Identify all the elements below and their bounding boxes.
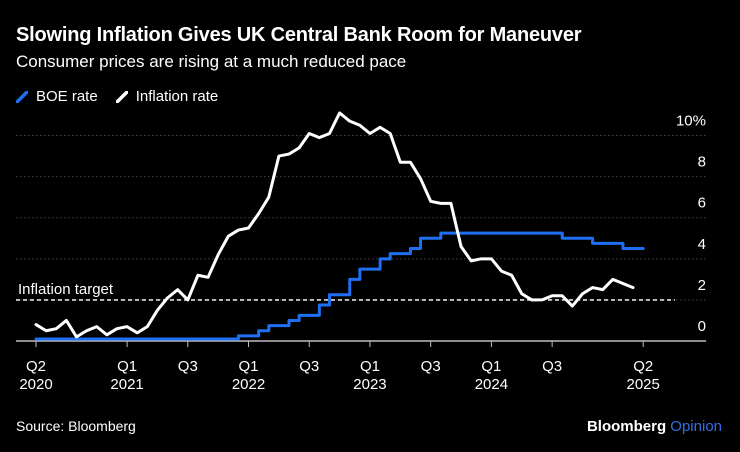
x-tick-label: Q3 (178, 358, 198, 375)
inflation-target-label: Inflation target (18, 281, 114, 298)
x-tick-label-year: 2022 (232, 376, 265, 393)
y-tick-label: 8 (698, 154, 706, 171)
x-tick-label: Q2 (26, 358, 46, 375)
x-tick-label: Q1 (239, 358, 259, 375)
legend-label-inflation-rate: Inflation rate (135, 88, 219, 105)
y-tick-label: 4 (698, 236, 706, 253)
x-tick-label: Q3 (542, 358, 562, 375)
series-line-boe-rate (34, 231, 645, 341)
legend-swatch-inflation-rate (115, 90, 128, 103)
y-tick-label: 2 (698, 277, 706, 294)
legend-swatch-boe-rate (16, 90, 28, 103)
x-tick-label: Q1 (117, 358, 137, 375)
x-tick-label-year: 2023 (353, 376, 386, 393)
series-line-inflation-rate (34, 111, 635, 339)
x-tick-label: Q1 (360, 358, 380, 375)
legend-label-boe-rate: BOE rate (36, 88, 98, 105)
y-tick-label: 0 (698, 318, 706, 335)
legend-item-boe-rate: BOE rate (16, 88, 98, 105)
x-tick-label: Q3 (421, 358, 441, 375)
chart-subtitle: Consumer prices are rising at a much red… (16, 52, 407, 71)
brand-logo: Bloomberg Opinion (587, 418, 722, 435)
x-tick-label-year: 2025 (627, 376, 660, 393)
chart-legend: BOE rate Inflation rate (16, 88, 218, 105)
source-note: Source: Bloomberg (16, 418, 136, 434)
x-tick-label-year: 2024 (475, 376, 508, 393)
x-tick-label-year: 2021 (110, 376, 143, 393)
x-tick-label-year: 2020 (19, 376, 52, 393)
brand-sub: Opinion (670, 418, 722, 435)
y-tick-label: 10% (676, 113, 706, 130)
legend-item-inflation-rate: Inflation rate (115, 88, 219, 105)
x-tick-label: Q3 (299, 358, 319, 375)
x-tick-label: Q2 (633, 358, 653, 375)
chart-title: Slowing Inflation Gives UK Central Bank … (16, 24, 582, 46)
y-tick-label: 6 (698, 195, 706, 212)
x-tick-label: Q1 (481, 358, 501, 375)
brand-main: Bloomberg (586, 418, 667, 435)
